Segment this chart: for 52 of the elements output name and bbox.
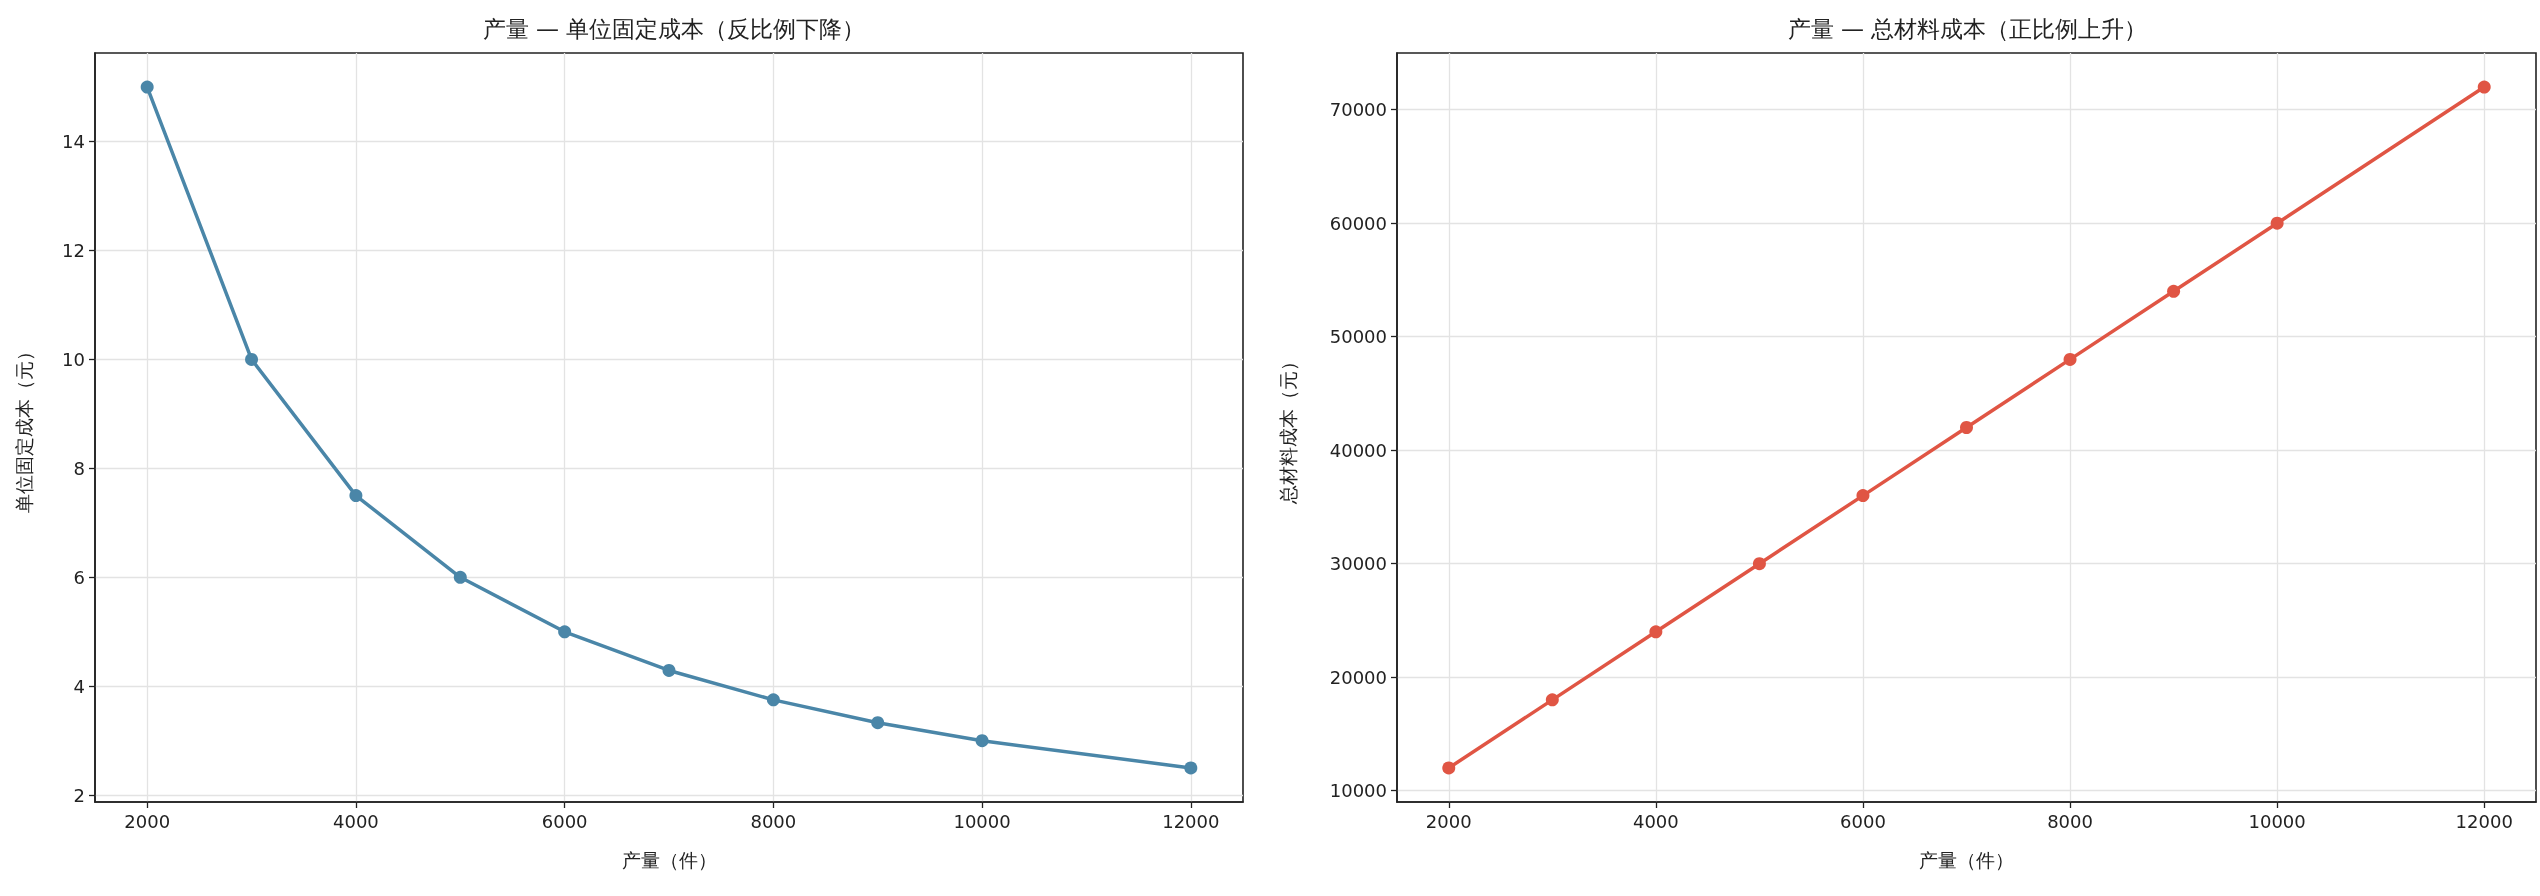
point — [766, 693, 780, 707]
point — [1184, 761, 1198, 775]
y-tick-label: 10 — [62, 348, 85, 370]
y-tick-label: 40000 — [1329, 439, 1387, 461]
point — [1856, 489, 1870, 503]
point — [349, 489, 363, 503]
x-tick-label: 6000 — [1840, 810, 1886, 832]
x-tick-label: 2000 — [1425, 810, 1472, 832]
chart-title: 产量 — 总材料成本（正比例上升） — [1787, 15, 2148, 42]
y-tick-label: 60000 — [1329, 212, 1387, 234]
y-tick-label: 8 — [73, 457, 85, 479]
x-tick-label: 10000 — [953, 810, 1011, 832]
y-tick-label: 10000 — [1329, 780, 1387, 802]
x-tick-label: 8000 — [2047, 810, 2093, 832]
x-axis-title: 产量（件） — [1919, 848, 2014, 871]
point — [2063, 352, 2077, 366]
y-axis-title: 总材料成本（元） — [1276, 351, 1299, 505]
y-axis-title: 单位固定成本（元） — [12, 342, 35, 513]
x-axis-title: 产量（件） — [621, 848, 717, 871]
x-tick-label: 10000 — [2248, 810, 2306, 832]
point — [2270, 216, 2284, 230]
x-tick-label: 6000 — [541, 810, 588, 832]
x-tick-label: 12000 — [1162, 810, 1220, 832]
x-tick-label: 4000 — [333, 810, 379, 832]
point — [140, 80, 154, 94]
y-tick-label: 2 — [73, 784, 85, 806]
point — [871, 716, 885, 730]
x-tick-label: 12000 — [2455, 810, 2513, 832]
point — [1752, 557, 1766, 571]
y-tick-label: 4 — [73, 675, 85, 697]
y-tick-label: 30000 — [1329, 553, 1387, 575]
chart-title: 产量 — 单位固定成本（反比例下降） — [482, 15, 866, 42]
point — [558, 625, 572, 639]
x-tick-label: 4000 — [1632, 810, 1679, 832]
y-tick-label: 20000 — [1329, 666, 1387, 688]
point — [975, 734, 989, 748]
x-tick-label: 8000 — [750, 810, 797, 832]
y-tick-label: 50000 — [1329, 326, 1387, 348]
point — [1442, 761, 1456, 775]
x-tick-label: 2000 — [124, 810, 171, 832]
point — [1545, 693, 1559, 707]
point — [1960, 421, 1973, 434]
point — [453, 570, 467, 584]
y-tick-label: 6 — [73, 566, 85, 588]
point — [245, 352, 259, 366]
y-tick-label: 70000 — [1329, 99, 1387, 121]
point — [2477, 80, 2491, 94]
point — [1649, 625, 1663, 639]
point — [662, 663, 676, 677]
point — [2167, 284, 2181, 298]
y-tick-label: 12 — [62, 239, 85, 261]
y-tick-label: 14 — [62, 131, 85, 153]
